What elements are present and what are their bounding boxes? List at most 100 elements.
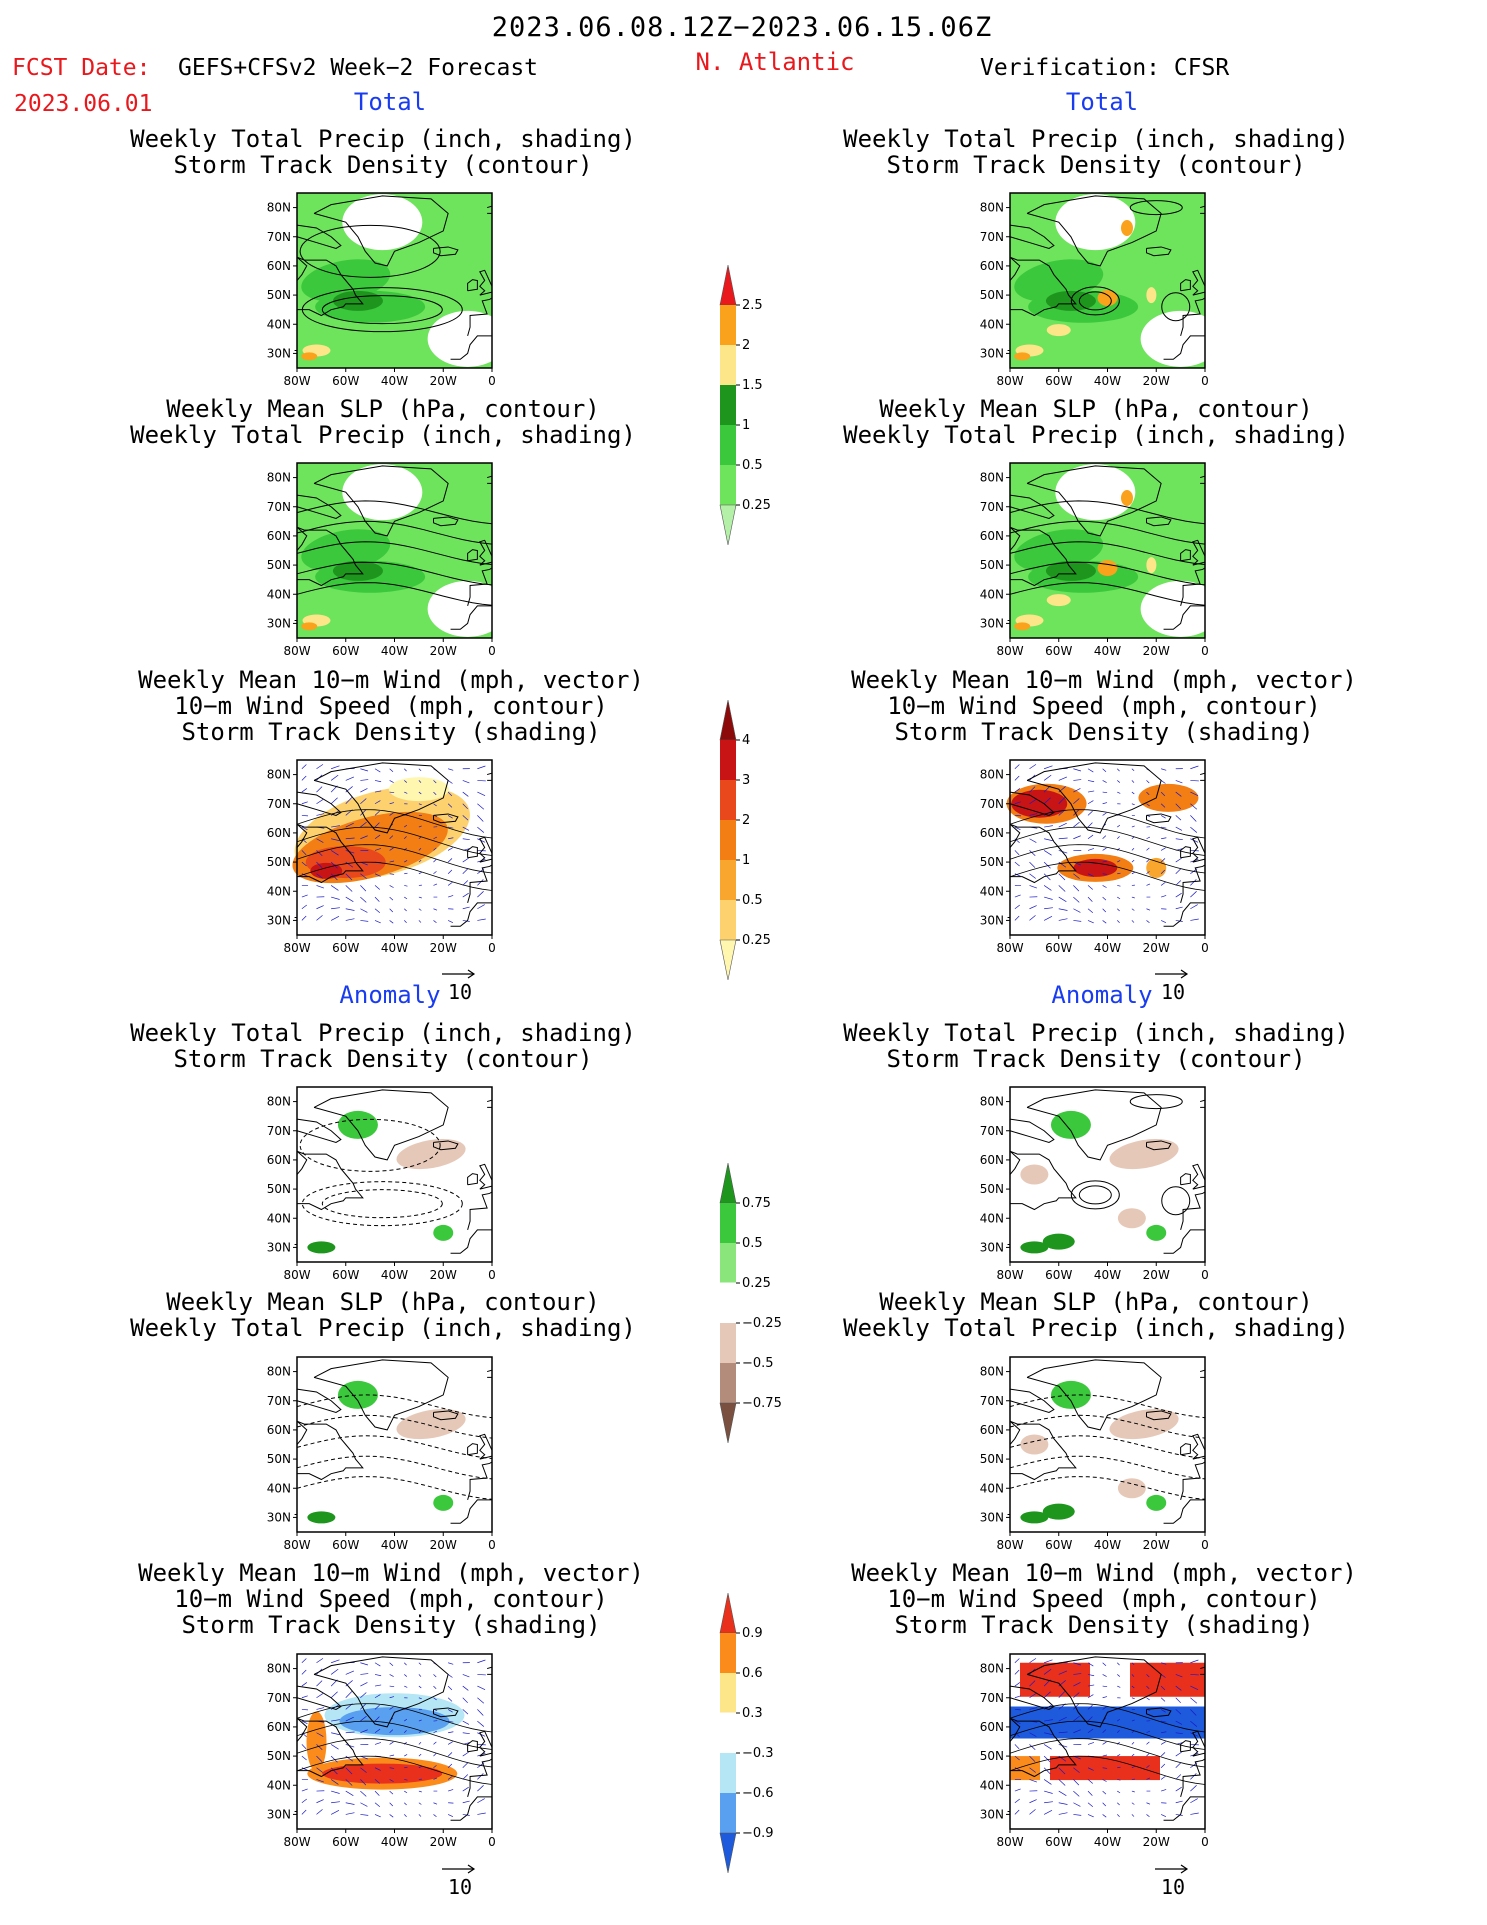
- map-svg-R1: 80N 70N 60N 50N 40N 30N 80W 60W 40W 20W 0: [980, 192, 1221, 388]
- lat-label: 70N: [267, 1691, 291, 1705]
- map-svg-L6: 80N 70N 60N 50N 40N 30N 80W 60W 40W 20W 0: [267, 1653, 496, 1849]
- slp-contour-1: [296, 1476, 493, 1500]
- map-panel-R5: 80N 70N 60N 50N 40N 30N 80W 60W 40W 20W 0: [980, 1356, 1209, 1552]
- lon-label: 20W: [430, 374, 457, 388]
- lat-label: 50N: [980, 558, 1004, 572]
- lat-label: 60N: [980, 259, 1004, 273]
- precip-obs-peak-5: [1146, 557, 1157, 574]
- lat-label: 40N: [267, 884, 291, 898]
- lat-label: 50N: [980, 1452, 1004, 1466]
- speed-contour-2: [296, 844, 493, 874]
- colorbar-segment: [720, 1673, 736, 1713]
- vector-reference-value: 10: [1161, 980, 1186, 1004]
- panel-title-left-6-line-2: 10−m Wind Speed (mph, contour): [174, 1585, 608, 1613]
- lon-label: 0: [1201, 1268, 1209, 1282]
- colorbar-segment: [720, 385, 736, 425]
- colorbar-storm-total: 0.25 0.5 1 2 3 4: [719, 699, 800, 994]
- lat-label: 60N: [980, 826, 1004, 840]
- lat-label: 80N: [267, 201, 291, 215]
- colorbar-tick: 2.5: [742, 298, 763, 313]
- colorbar-tick: 0.9: [742, 1626, 763, 1641]
- colorbar-tick: −0.75: [742, 1396, 782, 1411]
- coastlines: [294, 1359, 493, 1533]
- slp-contour-3: [296, 1435, 493, 1459]
- lat-label: 30N: [267, 346, 291, 360]
- lon-label: 80W: [996, 941, 1023, 955]
- colorbar-tick: 2: [742, 813, 750, 828]
- lat-label: 30N: [980, 1240, 1004, 1254]
- speed-contour-3: [296, 826, 493, 856]
- pos-anom-3: [1146, 1494, 1167, 1511]
- lat-label: 70N: [267, 230, 291, 244]
- colorbar-precip-anom: 0.75 0.5 0.25 −0.25 −0.5 −0.75: [719, 1162, 800, 1457]
- precip-peak-2: [301, 622, 318, 631]
- lon-label: 80W: [996, 1268, 1023, 1282]
- map-panel-R1: 80N 70N 60N 50N 40N 30N 80W 60W 40W 20W 0: [980, 192, 1221, 388]
- slp-contour-1: [1009, 1476, 1206, 1500]
- colorbar-tick: 0.25: [742, 933, 771, 948]
- vector-reference-arrow: [442, 1864, 476, 1874]
- colorbar-segment: [719, 504, 737, 546]
- dry-greenland: [342, 194, 423, 251]
- colorbar-tick: 0.25: [742, 1276, 771, 1291]
- colorbar-tick: −0.25: [742, 1316, 782, 1331]
- colorbar-segment: [720, 1323, 736, 1363]
- lon-label: 40W: [381, 374, 408, 388]
- pos-anom-4: [1042, 1503, 1075, 1520]
- lat-label: 80N: [980, 1095, 1004, 1109]
- lat-label: 40N: [980, 1211, 1004, 1225]
- slp-contour-5: [296, 500, 493, 525]
- storm-contour-1: [1070, 286, 1120, 316]
- wind-vectors: [301, 1658, 486, 1818]
- storm-obs-3: [1138, 783, 1199, 812]
- panel-title-left-3-line-3: Storm Track Density (shading): [181, 718, 601, 746]
- lat-label: 60N: [267, 1423, 291, 1437]
- speed-contour-1: [1009, 1755, 1206, 1785]
- panel-title-left-6-line-3: Storm Track Density (shading): [181, 1611, 601, 1639]
- section-anomaly-left: Anomaly: [339, 981, 441, 1009]
- panel-title-left-1-line-1: Weekly Total Precip (inch, shading): [130, 125, 636, 153]
- lon-label: 20W: [1143, 1538, 1170, 1552]
- fcst-date-value: 2023.06.01: [14, 91, 153, 117]
- lat-label: 60N: [267, 1720, 291, 1734]
- colorbar-segment: [719, 939, 737, 981]
- vector-reference-value: 10: [448, 980, 473, 1004]
- storm-contour-2: [321, 295, 443, 325]
- colorbar-tick: 1: [742, 853, 750, 868]
- colorbar-segment: [720, 305, 736, 345]
- map-panel-L2: 80N 70N 60N 50N 40N 30N 80W 60W 40W 20W 0: [267, 462, 508, 658]
- lat-label: 70N: [980, 1394, 1004, 1408]
- colorbar-segment: [720, 820, 736, 860]
- sanom-pos-block-1: [1020, 1662, 1090, 1697]
- storm-obs-5: [1073, 858, 1118, 877]
- lon-label: 60W: [332, 1835, 359, 1849]
- slp-contour-4: [296, 520, 493, 545]
- lon-label: 60W: [1045, 1268, 1072, 1282]
- speed-contour-1: [296, 1755, 493, 1785]
- colorbar-tick: 0.3: [742, 1706, 763, 1721]
- storm-obs-2: [1011, 789, 1068, 818]
- map-panel-R3: 80N 70N 60N 50N 40N 30N 80W 60W 40W 20W 0: [980, 759, 1209, 955]
- neg-anom-1: [396, 1139, 466, 1170]
- colorbar-tick: 0.5: [742, 1236, 763, 1251]
- lon-label: 60W: [332, 941, 359, 955]
- lon-label: 60W: [332, 1538, 359, 1552]
- map-panel-L6: 80N 70N 60N 50N 40N 30N 80W 60W 40W 20W 0: [267, 1653, 496, 1849]
- panel-title-right-4-line-2: Storm Track Density (contour): [886, 1045, 1306, 1073]
- lat-label: 30N: [267, 913, 291, 927]
- lon-label: 80W: [996, 1835, 1023, 1849]
- lat-label: 80N: [267, 471, 291, 485]
- lon-label: 0: [1201, 1538, 1209, 1552]
- lon-label: 60W: [332, 374, 359, 388]
- precip-obs-peak-5: [1146, 287, 1157, 304]
- slp-contour-2: [1009, 561, 1206, 586]
- speed-contour-4: [296, 809, 493, 839]
- colorbar-segment: [719, 1282, 737, 1324]
- panel-title-left-4-line-2: Storm Track Density (contour): [173, 1045, 593, 1073]
- colorbar-segment: [719, 1162, 737, 1204]
- dry-east-atlantic: [1140, 310, 1221, 367]
- lon-label: 60W: [1045, 644, 1072, 658]
- panel-title-left-2-line-2: Weekly Total Precip (inch, shading): [130, 421, 636, 449]
- lon-label: 60W: [1045, 374, 1072, 388]
- lat-label: 40N: [267, 1778, 291, 1792]
